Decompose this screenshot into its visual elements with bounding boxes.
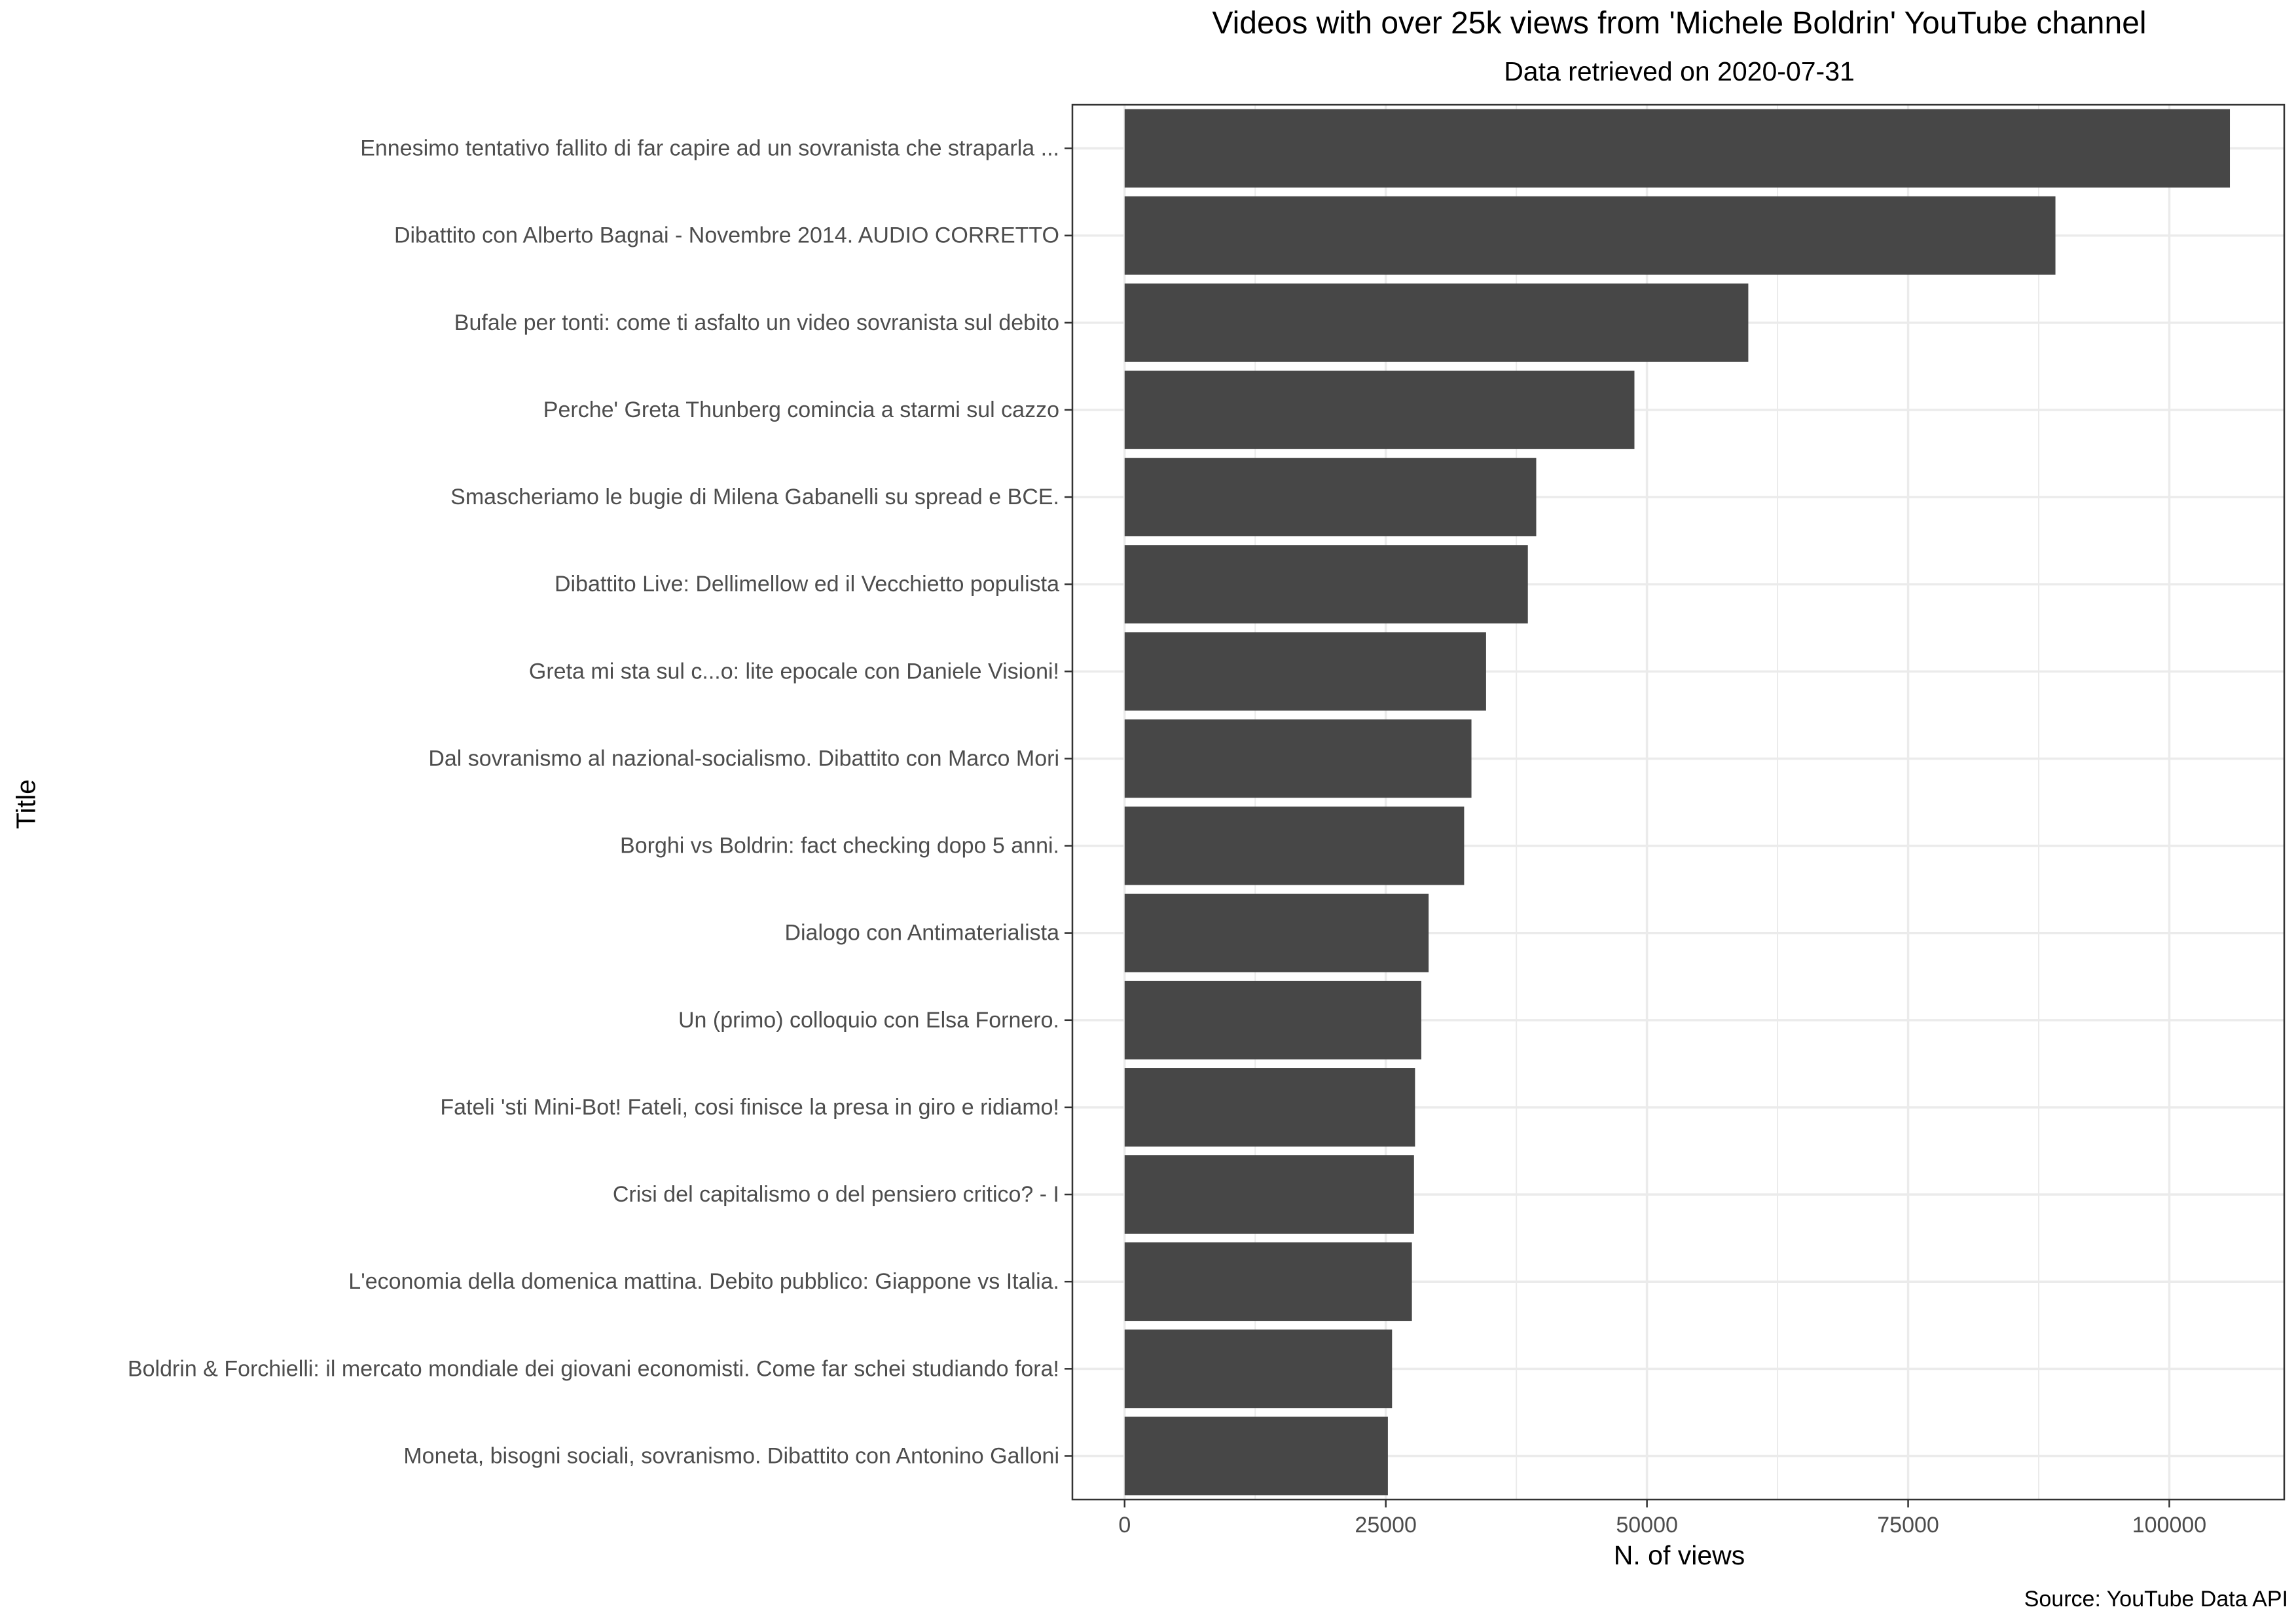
category-label: L'economia della domenica mattina. Debit… (348, 1269, 1059, 1294)
bar (1124, 109, 2231, 188)
category-label: Dal sovranismo al nazional-socialismo. D… (428, 746, 1059, 771)
plot-border (1071, 103, 2286, 1501)
x-tick-label: 75000 (1877, 1513, 1939, 1538)
bar (1124, 196, 2056, 275)
chart-subtitle: Data retrieved on 2020-07-31 (1504, 56, 1855, 86)
bar (1124, 283, 1749, 362)
category-label: Boldrin & Forchielli: il mercato mondial… (128, 1356, 1059, 1381)
x-tick-label: 0 (1118, 1513, 1131, 1538)
bar (1124, 371, 1635, 449)
category-label: Un (primo) colloquio con Elsa Fornero. (678, 1008, 1059, 1033)
category-label: Smascheriamo le bugie di Milena Gabanell… (450, 485, 1059, 509)
category-label: Fateli 'sti Mini-Bot! Fateli, cosi finis… (440, 1095, 1059, 1120)
bar (1124, 1155, 1414, 1234)
x-axis-label: N. of views (1613, 1540, 1745, 1570)
bar (1124, 719, 1472, 798)
category-label: Dialogo con Antimaterialista (784, 921, 1059, 946)
bars (1124, 109, 2231, 1496)
category-label: Borghi vs Boldrin: fact checking dopo 5 … (620, 834, 1059, 858)
bar (1124, 1416, 1388, 1496)
category-label: Bufale per tonti: come ti asfalto un vid… (454, 310, 1059, 335)
bar (1124, 545, 1528, 624)
bar (1124, 458, 1537, 536)
category-label: Greta mi sta sul c...o: lite epocale con… (529, 659, 1059, 684)
bar (1124, 1329, 1393, 1409)
x-axis: 0 25000 50000 75000 100000 (1118, 1500, 2206, 1538)
bar (1124, 806, 1465, 885)
x-tick-label: 50000 (1616, 1513, 1678, 1538)
bar (1124, 980, 1421, 1060)
category-label: Crisi del capitalismo o del pensiero cri… (613, 1182, 1059, 1207)
chart-caption: Source: YouTube Data API (2024, 1587, 2288, 1612)
chart-title: Videos with over 25k views from 'Michele… (1212, 6, 2147, 41)
bar (1124, 893, 1429, 972)
bar (1124, 1242, 1412, 1321)
category-label: Dibattito Live: Dellimellow ed il Vecchi… (555, 572, 1059, 597)
category-label: Dibattito con Alberto Bagnai - Novembre … (394, 223, 1059, 248)
category-label: Ennesimo tentativo fallito di far capire… (360, 136, 1059, 161)
category-label: Perche' Greta Thunberg comincia a starmi… (543, 397, 1059, 422)
x-tick-label: 100000 (2132, 1513, 2206, 1538)
x-tick-label: 25000 (1355, 1513, 1417, 1538)
category-label: Moneta, bisogni sociali, sovranismo. Dib… (403, 1443, 1059, 1468)
bar (1124, 1068, 1415, 1147)
bar (1124, 632, 1486, 711)
y-axis: Ennesimo tentativo fallito di far capire… (128, 136, 1072, 1468)
